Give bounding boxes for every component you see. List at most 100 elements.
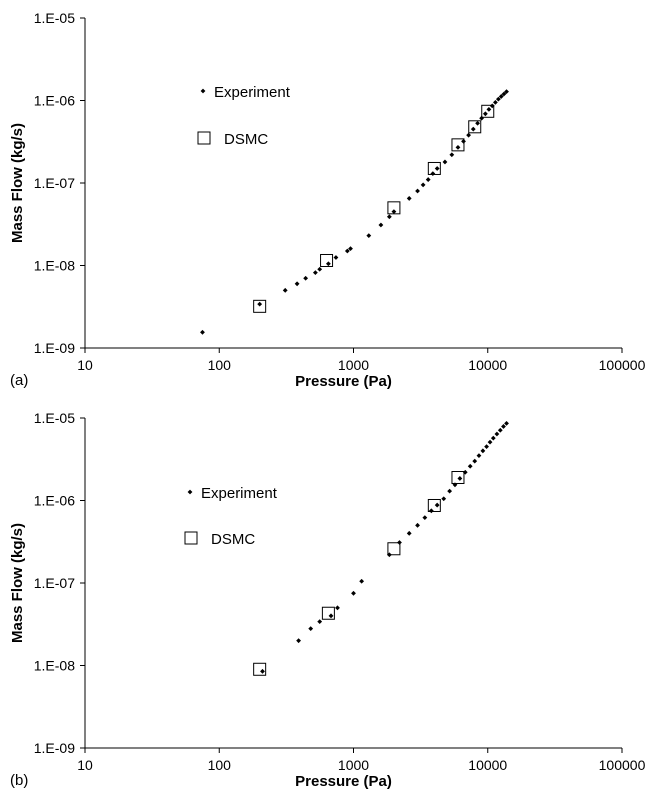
chart-a-experiment-point (470, 126, 476, 132)
chart-a-dsmc-point (468, 120, 482, 134)
chart-b-y-tick-label: 1.E-08 (34, 658, 75, 674)
chart-a-experiment-point (434, 166, 440, 171)
chart-a-x-axis-title: Pressure (Pa) (295, 373, 392, 390)
chart-b-experiment-point (328, 613, 334, 619)
chart-panel-b: 1.E-09 1.E-08 1.E-07 1.E-06 1.E-05 10 100 1000 1… (0, 400, 654, 800)
chart-a-experiment-point (479, 115, 485, 121)
chart-b-experiment-point (504, 421, 509, 426)
chart-b-experiment-point (351, 590, 356, 596)
chart-a-dsmc-point (320, 253, 334, 267)
chart-a-experiment-point (466, 132, 471, 138)
chart-a-experiment-point (425, 177, 431, 182)
chart-b-legend-dsmc-marker (184, 531, 198, 545)
chart-b-legend-experiment-marker (187, 489, 193, 495)
chart-a-x-tick-label: 10 (77, 357, 93, 373)
chart-b-x-axis-title: Pressure (Pa) (295, 773, 392, 790)
chart-b-experiment-point (260, 668, 265, 674)
chart-b-experiment-point (457, 476, 463, 481)
chart-a-x-tick-label: 100 (208, 357, 232, 373)
chart-b-dsmc-point (387, 542, 401, 556)
chart-b-experiment-point (428, 508, 434, 514)
chart-a-experiment-point (455, 145, 461, 150)
chart-a-dsmc-point (451, 138, 465, 152)
chart-b-y-tick-label: 1.E-07 (34, 575, 75, 591)
chart-b-experiment-point (467, 463, 473, 469)
chart-a-experiment-point (348, 246, 353, 252)
chart-b-legend-label-experiment: Experiment (201, 485, 278, 502)
chart-a-experiment-point (312, 270, 318, 276)
chart-a-y-tick-label: 1.E-09 (34, 340, 75, 356)
chart-a-experiment-point (344, 248, 350, 254)
chart-b-experiment-point (335, 605, 340, 611)
chart-a-svg: 1.E-09 1.E-08 1.E-07 1.E-06 1.E-05 10 100 1000 1… (9, 10, 646, 390)
chart-a-legend-experiment-marker (200, 88, 206, 94)
chart-b-experiment-point (296, 638, 302, 644)
chart-b-y-tick-label: 1.E-06 (34, 493, 75, 509)
chart-a-experiment-point (391, 209, 397, 215)
chart-b-experiment-point (317, 619, 323, 625)
chart-a-y-tick-label: 1.E-05 (34, 10, 75, 26)
chart-b-experiment-point (359, 578, 365, 584)
chart-a-legend-label-dsmc: DSMC (224, 131, 268, 148)
chart-a-experiment-point (430, 171, 436, 176)
chart-b-dsmc-point (253, 662, 267, 676)
chart-a-x-tick-label: 100000 (599, 357, 646, 373)
chart-b-experiment-point (434, 502, 440, 508)
chart-b-dsmc-point (451, 471, 465, 485)
chart-a-y-axis-title: Mass Flow (kg/s) (9, 123, 26, 243)
chart-b-dsmc-point (321, 606, 335, 620)
chart-b-panel-label: (b) (10, 772, 28, 789)
chart-a-experiment-point (257, 301, 263, 307)
chart-a-x-tick-label: 1000 (338, 357, 369, 373)
chart-a-dsmc-point (427, 161, 441, 175)
chart-b-y-tick-label: 1.E-09 (34, 740, 75, 756)
chart-a-experiment-point (498, 94, 504, 99)
chart-b-experiment-point (406, 530, 412, 536)
chart-a-experiment-point (366, 233, 372, 239)
chart-a-legend-dsmc-marker (197, 131, 211, 145)
chart-a-y-tick-label: 1.E-06 (34, 93, 75, 109)
chart-a-experiment-point (378, 222, 384, 228)
chart-b-experiment-point (452, 482, 458, 488)
chart-a-experiment-point (406, 196, 412, 201)
chart-a-experiment-point (303, 275, 309, 281)
chart-b-x-tick-label: 10 (77, 757, 93, 773)
chart-b-experiment-point (501, 424, 506, 429)
chart-b-legend-label-dsmc: DSMC (211, 531, 255, 548)
chart-b-experiment-point (490, 435, 496, 441)
chart-a-experiment-point (415, 188, 420, 194)
chart-a-experiment-point (482, 111, 488, 117)
chart-b-experiment-point (415, 522, 420, 528)
chart-b-x-tick-label: 1000 (338, 757, 369, 773)
chart-a-dsmc-point (253, 299, 267, 313)
chart-a-y-tick-label: 1.E-08 (34, 258, 75, 274)
chart-b-x-tick-label: 100000 (599, 757, 646, 773)
chart-b-svg: 1.E-09 1.E-08 1.E-07 1.E-06 1.E-05 10 100 1000 1… (9, 410, 646, 790)
chart-a-x-tick-label: 10000 (468, 357, 507, 373)
chart-a-experiment-point (333, 255, 339, 260)
chart-a-experiment-point (294, 281, 300, 287)
chart-b-experiment-point (494, 431, 500, 437)
chart-a-experiment-point (200, 329, 205, 335)
chart-a-panel-label: (a) (10, 372, 28, 389)
chart-a-experiment-point (504, 89, 509, 95)
chart-a-experiment-point (449, 152, 455, 158)
chart-a-legend-label-experiment: Experiment (214, 84, 291, 101)
chart-a-experiment-point (501, 91, 507, 97)
chart-b-x-tick-label: 10000 (468, 757, 507, 773)
chart-a-experiment-point (495, 96, 501, 102)
chart-b-experiment-point (308, 626, 314, 632)
chart-panel-a: 1.E-09 1.E-08 1.E-07 1.E-06 1.E-05 10 100 1000 1… (0, 0, 654, 400)
chart-a-experiment-point (325, 261, 331, 267)
chart-b-experiment-point (476, 453, 482, 459)
chart-b-y-tick-label: 1.E-05 (34, 410, 75, 426)
chart-a-experiment-point (386, 214, 392, 220)
chart-a-experiment-point (492, 99, 498, 105)
chart-a-experiment-point (420, 182, 426, 188)
chart-b-dsmc-point (427, 498, 441, 512)
chart-b-experiment-point (484, 444, 489, 450)
chart-a-dsmc-point (481, 104, 495, 118)
chart-b-experiment-point (441, 496, 447, 502)
chart-b-experiment-point (497, 427, 503, 433)
chart-b-x-tick-label: 100 (208, 757, 232, 773)
